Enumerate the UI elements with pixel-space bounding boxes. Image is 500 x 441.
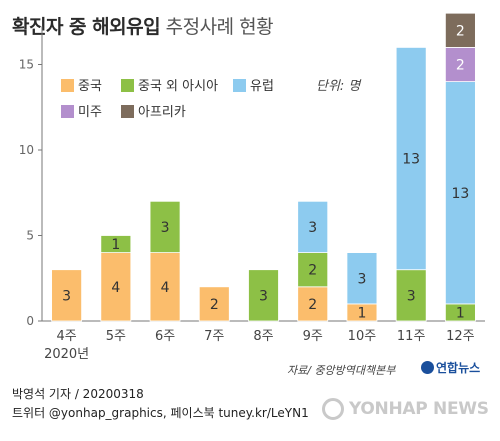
legend-label-americas: 미주 <box>78 105 102 120</box>
social-links: 트위터 @yonhap_graphics, 페이스북 tuney.kr/LeYN… <box>12 406 309 420</box>
legend-item-china: 중국 <box>61 75 102 94</box>
bar-value-label: 13 <box>402 152 420 168</box>
bar-value-label: 3 <box>161 220 170 236</box>
x-tick-label: 11주 <box>397 329 426 344</box>
y-tick-label: 10 <box>19 143 34 157</box>
legend-swatch-china <box>61 79 74 92</box>
bar-segment <box>198 286 230 322</box>
bar-value-label: 2 <box>308 297 317 313</box>
legend-item-other-asia: 중국 외 아시아 <box>121 75 218 94</box>
bar-value-label: 1 <box>111 237 120 253</box>
title-main: 확진자 중 해외유입 <box>12 16 161 38</box>
x-tick-label: 10주 <box>348 329 377 344</box>
bar-segment <box>297 286 329 322</box>
x-tick-label: 8주 <box>253 329 273 344</box>
bar-value-label: 2 <box>456 58 465 74</box>
bar-value-label: 3 <box>357 271 366 287</box>
legend-label-china: 중국 <box>78 79 102 94</box>
legend-item-europe: 유럽 <box>233 75 274 94</box>
x-tick-label: 4주 <box>56 329 76 344</box>
legend-swatch-americas <box>61 105 74 118</box>
bar-segment <box>149 200 181 254</box>
bar-value-label: 4 <box>111 280 120 296</box>
bar-segment <box>297 252 329 288</box>
chart-title: 확진자 중 해외유입 추정사례 현황 <box>12 12 274 39</box>
bar-segment <box>395 47 427 271</box>
bar-value-label: 3 <box>407 288 416 304</box>
x-tick-label: 6주 <box>155 329 175 344</box>
x-tick-label: 7주 <box>204 329 224 344</box>
y-tick-label: 15 <box>19 58 34 72</box>
bar-value-label: 3 <box>308 220 317 236</box>
bar-segment <box>444 81 476 305</box>
bar-segment <box>248 269 279 322</box>
x-tick-label: 12주 <box>446 329 475 344</box>
legend-item-americas: 미주 <box>61 101 102 120</box>
bar-value-label: 2 <box>308 263 317 279</box>
brand-logo-icon <box>421 361 434 374</box>
unit-label: 단위: 명 <box>316 79 361 94</box>
y-tick-label: 0 <box>26 314 34 328</box>
bar-segment <box>444 47 476 83</box>
bar-value-label: 1 <box>456 305 465 321</box>
bar-segment <box>346 252 378 305</box>
legend-swatch-africa <box>121 105 134 118</box>
watermark: YONHAP NEWS <box>322 398 489 420</box>
bar-value-label: 4 <box>161 280 170 296</box>
y-tick-label: 5 <box>26 229 34 243</box>
legend-item-africa: 아프리카 <box>121 101 186 120</box>
bar-segment <box>51 269 83 322</box>
byline: 박영석 기자 / 20200318 <box>12 387 144 401</box>
bar-segment <box>100 235 132 254</box>
bar-value-label: 1 <box>357 305 366 321</box>
bar-value-label: 2 <box>456 23 465 39</box>
watermark-ring-icon <box>322 398 344 420</box>
bar-value-label: 3 <box>259 288 268 304</box>
bar-segment <box>444 12 476 48</box>
x-tick-label: 9주 <box>303 329 323 344</box>
source-note: 자료/ 중앙방역대책본부 <box>287 364 396 377</box>
year-label: 2020년 <box>44 347 89 362</box>
bar-segment <box>149 252 181 322</box>
bar-value-label: 13 <box>451 186 469 202</box>
bar-segment <box>100 252 132 322</box>
legend-label-europe: 유럽 <box>250 79 274 94</box>
bar-segment <box>395 269 427 322</box>
bar-value-label: 3 <box>62 288 71 304</box>
legend-swatch-europe <box>233 79 246 92</box>
brand-logo: 연합뉴스 <box>421 359 480 376</box>
x-tick-label: 5주 <box>106 329 126 344</box>
legend-label-other-asia: 중국 외 아시아 <box>138 79 219 94</box>
legend-label-africa: 아프리카 <box>138 105 186 120</box>
bar-segment <box>297 200 329 254</box>
brand-name: 연합뉴스 <box>436 361 481 375</box>
legend-swatch-other-asia <box>121 79 134 92</box>
watermark-text: YONHAP NEWS <box>349 399 489 419</box>
title-sub: 추정사례 현황 <box>165 16 274 38</box>
bar-value-label: 2 <box>210 297 219 313</box>
